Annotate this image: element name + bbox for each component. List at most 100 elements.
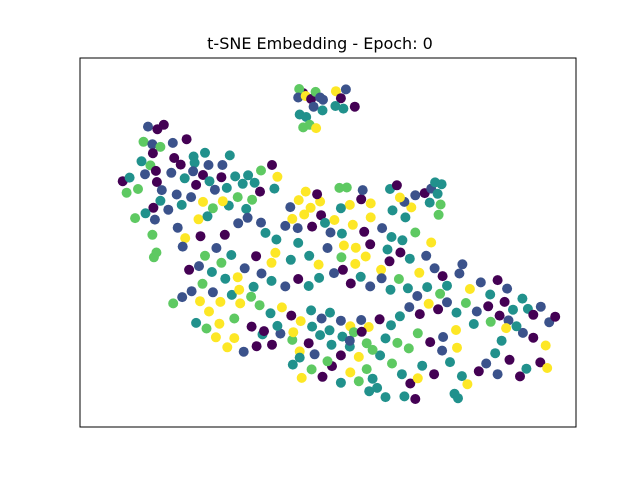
data-point-yellow [330, 86, 341, 97]
data-point-teal [442, 280, 452, 291]
data-point-blue [166, 167, 177, 178]
data-point-teal [382, 244, 393, 255]
data-point-green [435, 288, 446, 299]
data-point-dark_purple [349, 101, 360, 112]
data-point-blue [149, 214, 160, 225]
data-point-teal [266, 275, 277, 286]
data-point-teal [451, 307, 462, 318]
data-point-blue [188, 166, 199, 177]
data-point-blue [325, 227, 336, 238]
data-point-blue [194, 261, 204, 272]
data-point-dark_purple [148, 202, 159, 213]
data-point-green [393, 274, 404, 284]
data-point-blue [280, 281, 291, 292]
data-point-yellow [394, 192, 405, 203]
data-point-dark_purple [345, 278, 356, 289]
data-point-dark_purple [405, 378, 416, 389]
data-point-dark_purple [528, 332, 539, 343]
data-point-yellow [229, 333, 240, 344]
data-point-teal [386, 232, 397, 242]
data-point-yellow [426, 237, 437, 248]
data-point-teal [380, 392, 391, 403]
data-point-teal [304, 250, 315, 261]
data-point-green [287, 334, 298, 345]
data-point-dark_purple [335, 93, 346, 104]
data-point-green [216, 257, 227, 268]
data-point-teal [355, 271, 366, 282]
data-point-yellow [311, 123, 322, 134]
data-point-yellow [406, 202, 417, 213]
data-point-blue [438, 332, 449, 342]
data-point-blue [421, 250, 432, 261]
data-point-teal [307, 321, 318, 332]
data-point-green [367, 344, 378, 355]
data-point-dark_purple [303, 338, 314, 349]
data-point-dark_purple [483, 301, 494, 312]
data-point-yellow [270, 247, 281, 258]
data-point-green [256, 165, 266, 176]
data-point-teal [155, 195, 166, 206]
data-point-blue [318, 94, 328, 105]
data-point-blue [285, 202, 296, 213]
data-point-yellow [305, 202, 316, 213]
data-point-dark_purple [251, 341, 262, 352]
data-point-teal [417, 360, 428, 371]
data-point-dark_purple [191, 179, 202, 190]
data-point-teal [380, 333, 391, 344]
data-point-blue [209, 184, 220, 195]
data-point-blue [535, 301, 546, 312]
data-point-teal [272, 320, 283, 331]
data-point-dark_purple [147, 148, 158, 159]
data-point-green [229, 313, 240, 324]
data-point-green [412, 328, 423, 339]
data-point-dark_purple [492, 275, 503, 286]
data-point-dark_purple [286, 310, 297, 321]
data-point-blue [256, 268, 267, 279]
data-point-teal [249, 177, 260, 188]
data-point-blue [437, 345, 448, 356]
data-point-blue [256, 217, 266, 228]
data-point-blue [316, 313, 327, 324]
data-point-teal [287, 359, 298, 370]
data-point-dark_purple [550, 311, 561, 322]
data-point-dark_purple [335, 350, 346, 361]
data-point-green [254, 300, 265, 311]
data-point-teal [326, 339, 337, 350]
data-point-blue [238, 346, 249, 357]
data-point-blue [186, 192, 197, 203]
data-point-teal [176, 199, 187, 210]
data-point-yellow [235, 298, 246, 309]
data-point-green [247, 194, 258, 205]
data-point-dark_purple [306, 94, 317, 104]
data-point-teal [191, 317, 202, 328]
data-point-blue [171, 189, 182, 200]
data-point-green [322, 356, 333, 367]
data-point-yellow [300, 186, 311, 197]
data-point-yellow [195, 296, 205, 307]
data-point-yellow [266, 257, 277, 268]
data-point-green [200, 250, 210, 261]
data-point-teal [394, 311, 405, 322]
data-point-teal [468, 319, 479, 329]
data-point-teal [269, 183, 280, 194]
data-point-yellow [210, 332, 221, 343]
data-point-dark_purple [410, 394, 421, 404]
data-point-dark_purple [337, 264, 348, 275]
data-point-teal [189, 157, 200, 168]
data-point-blue [292, 223, 303, 234]
data-point-teal [179, 173, 190, 184]
data-point-green [133, 184, 143, 194]
data-point-teal [385, 284, 396, 295]
data-point-yellow [344, 199, 355, 210]
data-point-dark_purple [255, 186, 265, 197]
data-point-blue [442, 297, 452, 308]
data-point-teal [424, 197, 435, 208]
data-point-yellow [501, 323, 512, 334]
data-point-teal [511, 321, 522, 332]
data-point-dark_purple [169, 153, 180, 163]
data-point-dark_purple [312, 189, 323, 200]
data-point-yellow [360, 251, 371, 262]
data-point-teal [422, 282, 433, 293]
data-point-teal [243, 170, 254, 181]
data-point-dark_purple [267, 160, 277, 170]
